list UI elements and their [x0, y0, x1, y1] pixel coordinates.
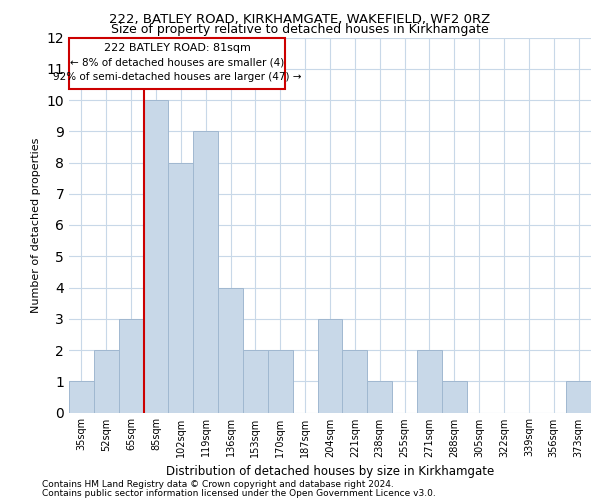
- Text: Contains public sector information licensed under the Open Government Licence v3: Contains public sector information licen…: [42, 488, 436, 498]
- Bar: [268, 350, 293, 412]
- Bar: [94, 350, 119, 412]
- Bar: [367, 381, 392, 412]
- Bar: [143, 100, 169, 412]
- Bar: [243, 350, 268, 412]
- Text: 92% of semi-detached houses are larger (47) →: 92% of semi-detached houses are larger (…: [53, 72, 301, 83]
- Text: Size of property relative to detached houses in Kirkhamgate: Size of property relative to detached ho…: [111, 22, 489, 36]
- Text: 222, BATLEY ROAD, KIRKHAMGATE, WAKEFIELD, WF2 0RZ: 222, BATLEY ROAD, KIRKHAMGATE, WAKEFIELD…: [109, 12, 491, 26]
- Text: 222 BATLEY ROAD: 81sqm: 222 BATLEY ROAD: 81sqm: [104, 43, 251, 53]
- Bar: [442, 381, 467, 412]
- Bar: [417, 350, 442, 412]
- Bar: [169, 162, 193, 412]
- Bar: [566, 381, 591, 412]
- FancyBboxPatch shape: [69, 38, 285, 89]
- X-axis label: Distribution of detached houses by size in Kirkhamgate: Distribution of detached houses by size …: [166, 465, 494, 478]
- Bar: [119, 319, 143, 412]
- Text: ← 8% of detached houses are smaller (4): ← 8% of detached houses are smaller (4): [70, 58, 284, 68]
- Bar: [218, 288, 243, 412]
- Bar: [69, 381, 94, 412]
- Text: Contains HM Land Registry data © Crown copyright and database right 2024.: Contains HM Land Registry data © Crown c…: [42, 480, 394, 489]
- Bar: [317, 319, 343, 412]
- Bar: [343, 350, 367, 412]
- Bar: [193, 131, 218, 412]
- Y-axis label: Number of detached properties: Number of detached properties: [31, 138, 41, 312]
